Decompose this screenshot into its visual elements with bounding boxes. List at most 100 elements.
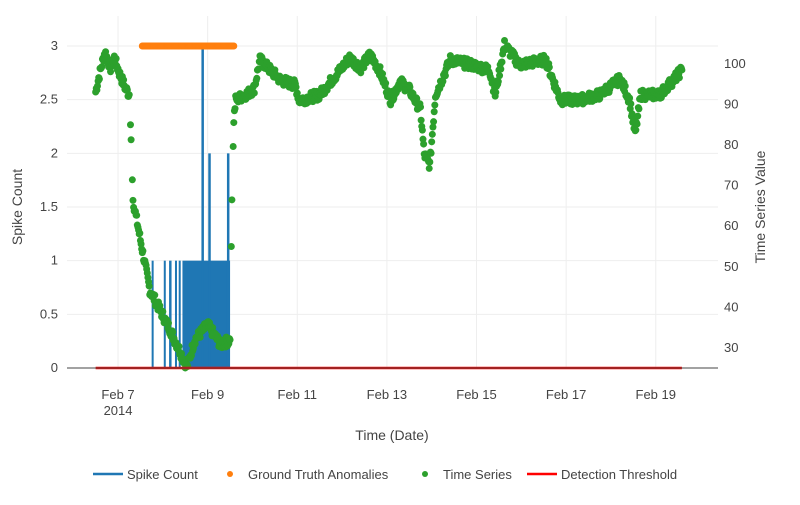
y2-tick-label: 90 [724, 96, 738, 111]
time-series-point [632, 126, 640, 134]
time-series-point [430, 108, 438, 116]
y2-tick-label: 30 [724, 340, 738, 355]
y-tick-label: 3 [51, 38, 58, 53]
time-series-point [95, 75, 103, 83]
svg-text:Time Series: Time Series [443, 467, 512, 482]
y-tick-label: 1 [51, 253, 58, 268]
svg-text:Ground Truth Anomalies: Ground Truth Anomalies [248, 467, 389, 482]
x-tick-label: Feb 7 [101, 387, 134, 402]
x-tick-label: Feb 13 [367, 387, 407, 402]
y-tick-label: 2 [51, 145, 58, 160]
y2-tick-label: 50 [724, 259, 738, 274]
time-series-point [634, 112, 642, 120]
legend-item-time-series[interactable]: Time Series [422, 467, 512, 482]
legend-item-ground-truth[interactable]: Ground Truth Anomalies [227, 467, 389, 482]
time-series-point [626, 94, 634, 102]
time-series-point [497, 65, 505, 73]
time-series-point [137, 240, 145, 248]
time-series-point [145, 282, 153, 290]
time-series-point [627, 100, 635, 108]
time-series-point [125, 91, 133, 99]
y-tick-label: 2.5 [40, 92, 58, 107]
time-series-point [292, 83, 300, 91]
time-series-point [159, 307, 167, 315]
time-series-point [191, 340, 199, 348]
time-series-point [376, 63, 384, 71]
spike-count-block [203, 260, 231, 368]
time-series-point [426, 158, 434, 166]
time-series-point [229, 143, 237, 151]
time-series-point [196, 333, 204, 341]
time-series-point [430, 118, 438, 126]
legend-item-detection-threshold[interactable]: Detection Threshold [527, 467, 677, 482]
legend: Spike Count Ground Truth Anomalies Time … [93, 467, 677, 482]
time-series-point [496, 72, 504, 80]
time-series-point [417, 116, 425, 124]
time-series-point [169, 328, 177, 336]
time-series-point [382, 79, 390, 87]
time-series-point [545, 63, 553, 71]
y-tick-label: 0.5 [40, 306, 58, 321]
time-series-point [427, 149, 435, 157]
time-series-point [127, 136, 135, 144]
time-series-point [417, 103, 425, 111]
time-series-point [428, 130, 436, 138]
y2-tick-label: 100 [724, 56, 746, 71]
time-series-point [151, 291, 159, 299]
x-tick-sublabel: 2014 [104, 403, 133, 418]
spike-count-block [151, 260, 154, 368]
legend-item-spike-count[interactable]: Spike Count [93, 467, 198, 482]
time-series-point [228, 196, 236, 204]
spike-count-block [178, 260, 181, 368]
y2-tick-label: 80 [724, 137, 738, 152]
svg-text:Spike Count: Spike Count [127, 467, 198, 482]
spike-count-block [169, 260, 172, 368]
time-series-point [226, 336, 234, 344]
time-series-point [126, 121, 134, 129]
time-series-point [175, 342, 183, 350]
time-series-point [441, 72, 449, 80]
y-axis-title: Spike Count [9, 169, 25, 245]
time-series-point [406, 83, 414, 91]
x-axis-title: Time (Date) [355, 427, 428, 443]
y2-tick-label: 40 [724, 299, 738, 314]
time-series-point [425, 164, 433, 172]
time-series-point [120, 76, 128, 84]
time-series-point [379, 70, 387, 78]
svg-text:Detection Threshold: Detection Threshold [561, 467, 677, 482]
time-series-point [635, 105, 643, 113]
x-tick-label: Feb 19 [636, 387, 676, 402]
time-series-point [678, 66, 686, 74]
time-series-point [492, 88, 500, 96]
x-tick-label: Feb 17 [546, 387, 586, 402]
time-series-point [164, 319, 172, 327]
time-series-point [498, 58, 506, 66]
y2-tick-label: 60 [724, 218, 738, 233]
time-series-point [253, 74, 261, 82]
y-tick-label: 1.5 [40, 199, 58, 214]
time-series-point [98, 63, 106, 71]
time-series-point [431, 101, 439, 109]
y2-tick-label: 70 [724, 178, 738, 193]
spike-count-block [174, 260, 177, 368]
time-series-point [413, 95, 421, 103]
time-series-point [128, 176, 136, 184]
time-series-point [230, 119, 238, 127]
ground-truth-point [230, 42, 238, 50]
x-tick-label: Feb 15 [456, 387, 496, 402]
time-series-point [112, 55, 120, 63]
time-series-point [133, 211, 141, 219]
time-series-point [139, 247, 147, 255]
time-series-point [621, 82, 629, 90]
grid [67, 16, 718, 368]
time-series-point [675, 74, 683, 82]
time-series-point [633, 120, 641, 128]
time-series-point [250, 89, 258, 97]
time-series-point [429, 123, 437, 131]
time-series-point [357, 69, 365, 77]
time-series-point [428, 138, 436, 146]
time-series-point [129, 196, 137, 204]
y-tick-label: 0 [51, 360, 58, 375]
time-series-point [418, 126, 426, 134]
